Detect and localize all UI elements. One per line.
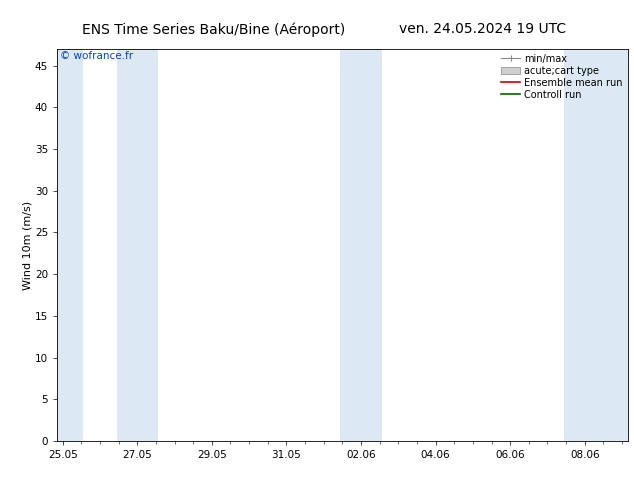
- Bar: [340, 49, 382, 441]
- Text: ven. 24.05.2024 19 UTC: ven. 24.05.2024 19 UTC: [399, 22, 567, 36]
- Bar: [117, 49, 158, 441]
- Bar: [57, 49, 83, 441]
- Bar: [564, 49, 628, 441]
- Text: © wofrance.fr: © wofrance.fr: [60, 51, 133, 61]
- Y-axis label: Wind 10m (m/s): Wind 10m (m/s): [22, 200, 32, 290]
- Text: ENS Time Series Baku/Bine (Aéroport): ENS Time Series Baku/Bine (Aéroport): [82, 22, 346, 37]
- Legend: min/max, acute;cart type, Ensemble mean run, Controll run: min/max, acute;cart type, Ensemble mean …: [498, 51, 626, 102]
